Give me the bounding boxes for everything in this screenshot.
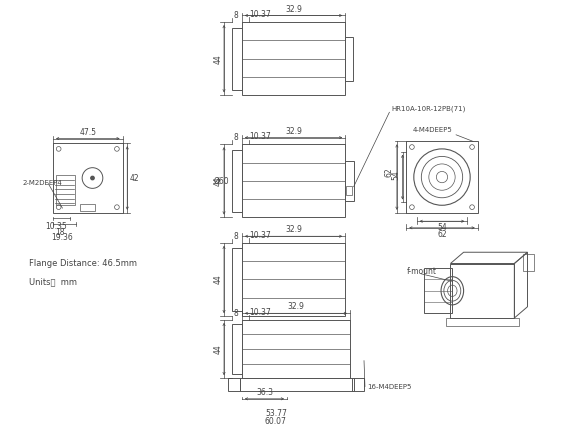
Text: 10.35: 10.35: [45, 222, 67, 231]
Text: Units：  mm: Units： mm: [29, 278, 77, 287]
Text: 54: 54: [437, 223, 447, 232]
Text: 47.5: 47.5: [79, 128, 96, 137]
Bar: [346, 186, 352, 195]
Text: 36.3: 36.3: [256, 388, 273, 397]
Text: 2-M2DEEP4: 2-M2DEEP4: [23, 180, 62, 186]
Text: 32.9: 32.9: [285, 127, 302, 136]
Text: 8: 8: [234, 133, 238, 142]
Bar: [352, 378, 364, 391]
Bar: [242, 320, 350, 378]
Bar: [231, 150, 242, 212]
Text: 44: 44: [213, 176, 222, 186]
Text: Flange Distance: 46.5mm: Flange Distance: 46.5mm: [29, 259, 136, 268]
Bar: [523, 254, 534, 271]
Bar: [242, 144, 345, 218]
Bar: [231, 248, 242, 311]
Text: 54: 54: [392, 170, 401, 180]
Text: 42: 42: [129, 173, 139, 182]
Text: 10.37: 10.37: [249, 308, 270, 317]
Text: 19.36: 19.36: [51, 234, 73, 243]
Bar: [242, 22, 345, 95]
Circle shape: [91, 176, 94, 180]
Text: 44: 44: [213, 54, 222, 64]
Text: 8: 8: [234, 309, 238, 318]
Bar: [240, 378, 354, 391]
Bar: [231, 324, 242, 374]
Text: 53.77: 53.77: [265, 409, 287, 418]
Text: 32.9: 32.9: [288, 302, 304, 312]
Text: 4-M4DEEP5: 4-M4DEEP5: [413, 127, 453, 133]
Bar: [345, 161, 354, 201]
Text: 32.9: 32.9: [285, 5, 302, 14]
Bar: [80, 204, 95, 211]
Text: Ø60: Ø60: [214, 176, 230, 185]
Bar: [424, 268, 452, 313]
Text: 16-M4DEEP5: 16-M4DEEP5: [367, 384, 411, 390]
Text: 44: 44: [213, 344, 222, 354]
Text: 10.37: 10.37: [249, 10, 270, 19]
Bar: [56, 175, 74, 205]
Text: 8: 8: [234, 232, 238, 241]
Text: 18: 18: [55, 228, 64, 237]
Text: 62: 62: [384, 167, 393, 177]
Text: HR10A-10R-12PB(71): HR10A-10R-12PB(71): [391, 106, 466, 112]
Text: 10.37: 10.37: [249, 132, 270, 141]
Text: 8: 8: [234, 11, 238, 20]
Bar: [406, 141, 478, 213]
Text: 32.9: 32.9: [285, 226, 302, 234]
Bar: [242, 243, 345, 316]
Bar: [231, 28, 242, 90]
Text: 60.07: 60.07: [264, 417, 286, 424]
Text: f-mount: f-mount: [407, 268, 437, 276]
Text: 10.37: 10.37: [249, 231, 270, 240]
Text: 44: 44: [213, 275, 222, 285]
Text: 62: 62: [437, 230, 447, 239]
Bar: [53, 143, 123, 213]
Bar: [228, 378, 240, 391]
Bar: [345, 37, 353, 81]
